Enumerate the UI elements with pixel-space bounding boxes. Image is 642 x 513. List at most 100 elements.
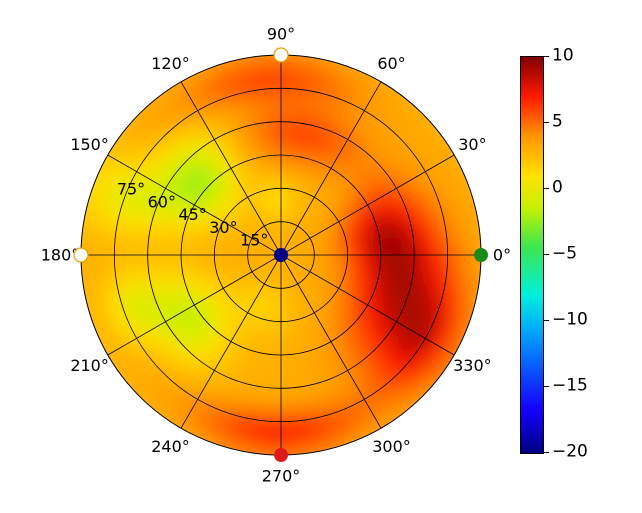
heatmap-cell <box>287 153 300 168</box>
heatmap-cell <box>446 237 461 257</box>
heatmap-cell <box>413 253 428 270</box>
angular-grid-line <box>280 254 455 356</box>
heatmap-cell <box>311 234 325 244</box>
heatmap-cell <box>288 262 300 273</box>
heatmap-cell <box>263 262 274 274</box>
heatmap-cell <box>313 246 328 253</box>
heatmap-cell <box>212 248 226 256</box>
heatmap-cell <box>314 254 328 260</box>
heatmap-cell <box>268 275 276 290</box>
angle-tick-label: 300° <box>372 437 411 456</box>
heatmap-cell <box>263 420 283 435</box>
heatmap-cell <box>264 209 273 224</box>
heatmap-cell <box>292 296 302 311</box>
colorbar: 10 5 0 −5 −10 −15 −20 <box>520 47 588 460</box>
heatmap-cell <box>325 254 339 261</box>
heatmap-cell <box>290 240 303 250</box>
heatmap-cell <box>446 253 461 273</box>
heatmap-cell <box>265 234 275 247</box>
heatmap-cell <box>223 249 237 256</box>
heatmap-cell <box>277 277 282 291</box>
heatmap-cell <box>273 321 282 335</box>
heatmap-cell <box>272 208 279 223</box>
heatmap-cell <box>292 211 302 225</box>
heatmap-cell <box>89 253 105 274</box>
heatmap-cell <box>288 237 300 248</box>
heatmap-cell <box>258 364 273 380</box>
radial-tick-label: 15° <box>240 231 268 250</box>
heatmap-cell <box>284 231 292 245</box>
heatmap-cell <box>280 197 287 211</box>
heatmap-cell <box>291 258 305 266</box>
boundary-marker <box>274 448 288 462</box>
heatmap-cell <box>301 242 316 250</box>
angle-tick-label: 330° <box>453 356 492 375</box>
heatmap-cell <box>260 285 270 299</box>
heatmap-cell <box>257 244 271 252</box>
heatmap-cell <box>247 262 261 271</box>
heatmap-cell <box>358 254 373 264</box>
heatmap-cell <box>266 264 276 277</box>
heatmap-cell <box>235 263 250 272</box>
heatmap-cell <box>258 242 272 251</box>
heatmap-cell <box>288 297 297 312</box>
heatmap-cell <box>271 343 283 358</box>
heatmap-cell <box>302 245 317 252</box>
heatmap-cell <box>213 264 228 274</box>
heatmap-cell <box>286 220 294 235</box>
heatmap-cell <box>289 239 302 249</box>
heatmap-cell <box>271 276 278 291</box>
heatmap-cell <box>390 263 406 278</box>
heatmap-cell <box>263 75 283 90</box>
heatmap-cell <box>284 265 292 279</box>
heatmap-cell <box>264 331 275 346</box>
colorbar-tick <box>544 320 549 321</box>
boundary-markers <box>73 47 488 462</box>
heatmap-cell <box>257 258 271 266</box>
heatmap-cell <box>302 258 317 265</box>
colorbar-tick <box>544 386 549 387</box>
heatmap-cell <box>271 219 278 234</box>
heatmap-cell <box>283 287 290 302</box>
colorbar-label: 5 <box>552 111 563 132</box>
heatmap-cell <box>266 108 283 123</box>
radial-tick-label: 30° <box>209 218 237 237</box>
heatmap-cell <box>358 166 378 185</box>
heatmap-cell <box>279 376 295 391</box>
heatmap-cell <box>322 266 337 276</box>
heatmap-cell <box>288 275 297 289</box>
heatmap-cell <box>279 86 298 101</box>
heatmap-cell <box>265 263 275 276</box>
heatmap-cell <box>156 232 172 247</box>
heatmap-cell <box>264 286 273 301</box>
heatmap-cell <box>351 158 370 178</box>
colorbar-label: −10 <box>552 309 588 330</box>
heatmap-cell <box>123 239 138 257</box>
heatmap-cell <box>457 253 473 274</box>
heatmap-cell <box>200 152 219 171</box>
heatmap-cell <box>272 265 279 279</box>
heatmap-cell <box>274 265 280 280</box>
boundary-marker <box>73 247 89 263</box>
heatmap-cell <box>262 187 272 202</box>
heatmap-cell <box>101 237 116 257</box>
heatmap-cell <box>259 240 272 250</box>
heatmap-cell <box>280 186 288 200</box>
heatmap-cell <box>291 257 305 264</box>
heatmap-cell <box>189 246 204 256</box>
heatmap-cell <box>265 221 274 235</box>
heatmap-cell <box>270 231 278 245</box>
heatmap-cell <box>313 242 327 250</box>
heatmap-cell <box>112 253 127 272</box>
heatmap-cell <box>89 236 105 257</box>
heatmap-cell <box>286 175 296 190</box>
heatmap-cell <box>288 262 299 274</box>
heatmap-cell <box>201 240 216 250</box>
heatmap-cell <box>265 275 274 289</box>
heatmap-cell <box>134 240 149 257</box>
heatmap-cell <box>275 299 282 313</box>
heatmap-cell <box>123 253 138 271</box>
heatmap-cell <box>260 296 270 311</box>
heatmap-cell <box>279 130 294 145</box>
heatmap-cell <box>190 238 205 249</box>
